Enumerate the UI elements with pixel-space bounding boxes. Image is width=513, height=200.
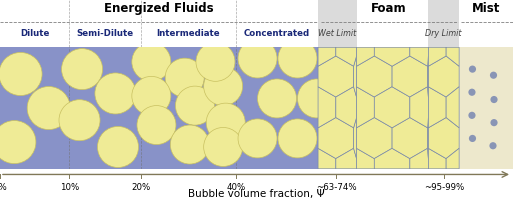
Ellipse shape: [132, 77, 171, 116]
Ellipse shape: [258, 0, 297, 39]
Bar: [428, 0, 459, 48]
Polygon shape: [357, 87, 374, 128]
Ellipse shape: [298, 80, 337, 118]
Polygon shape: [318, 118, 353, 159]
Ellipse shape: [238, 40, 277, 79]
Polygon shape: [428, 48, 446, 67]
Bar: [357, 48, 428, 169]
Polygon shape: [446, 149, 459, 169]
Text: Semi-Dilute: Semi-Dilute: [76, 29, 134, 38]
Ellipse shape: [468, 112, 476, 119]
Polygon shape: [428, 57, 459, 98]
Polygon shape: [410, 87, 428, 128]
Bar: [236, 48, 318, 169]
Ellipse shape: [0, 53, 42, 96]
Polygon shape: [374, 149, 410, 169]
Polygon shape: [318, 149, 336, 169]
Polygon shape: [374, 48, 410, 67]
Polygon shape: [374, 87, 410, 128]
Polygon shape: [318, 57, 353, 98]
Polygon shape: [353, 118, 357, 159]
Polygon shape: [336, 48, 357, 67]
Ellipse shape: [468, 89, 476, 96]
Polygon shape: [428, 87, 446, 128]
Ellipse shape: [469, 135, 476, 142]
Text: Dilute: Dilute: [20, 29, 49, 38]
Polygon shape: [357, 149, 374, 169]
Text: Foam: Foam: [371, 2, 406, 15]
Polygon shape: [428, 118, 459, 159]
Ellipse shape: [469, 66, 476, 73]
Polygon shape: [446, 87, 459, 128]
Text: Wet Limit: Wet Limit: [318, 29, 357, 38]
Ellipse shape: [170, 125, 209, 164]
Bar: [0, 48, 69, 169]
Bar: [428, 48, 459, 169]
Bar: [318, 48, 357, 169]
Ellipse shape: [175, 87, 214, 125]
Polygon shape: [336, 149, 357, 169]
Polygon shape: [410, 149, 428, 169]
Polygon shape: [392, 57, 428, 98]
Polygon shape: [410, 48, 428, 67]
Text: ~95-99%: ~95-99%: [424, 182, 464, 191]
Ellipse shape: [278, 40, 317, 79]
Text: Energized Fluids: Energized Fluids: [104, 2, 214, 15]
Bar: [459, 48, 513, 169]
Ellipse shape: [238, 119, 277, 158]
Polygon shape: [428, 149, 446, 169]
Polygon shape: [318, 48, 336, 67]
Ellipse shape: [206, 104, 245, 142]
Ellipse shape: [204, 67, 243, 106]
Polygon shape: [446, 48, 459, 67]
Text: ~63-74%: ~63-74%: [315, 182, 357, 191]
Ellipse shape: [258, 80, 297, 118]
Polygon shape: [353, 57, 357, 98]
Ellipse shape: [490, 72, 497, 79]
Polygon shape: [357, 118, 392, 159]
Polygon shape: [357, 57, 392, 98]
Ellipse shape: [298, 0, 337, 39]
Polygon shape: [392, 118, 428, 159]
Bar: [69, 48, 141, 169]
Ellipse shape: [278, 119, 317, 158]
Text: 20%: 20%: [131, 182, 151, 191]
Ellipse shape: [489, 142, 497, 150]
Polygon shape: [336, 87, 357, 128]
Text: 10%: 10%: [60, 182, 79, 191]
Ellipse shape: [95, 74, 136, 114]
Text: Bubble volume fraction, Ψ: Bubble volume fraction, Ψ: [188, 188, 325, 198]
Text: Mist: Mist: [472, 2, 500, 15]
Text: Concentrated: Concentrated: [244, 29, 310, 38]
Ellipse shape: [59, 100, 100, 141]
Text: Dry Limit: Dry Limit: [425, 29, 462, 38]
Ellipse shape: [490, 96, 498, 104]
Ellipse shape: [137, 106, 176, 145]
Text: 0%: 0%: [0, 182, 7, 191]
Ellipse shape: [204, 128, 243, 167]
Text: 40%: 40%: [226, 182, 246, 191]
Ellipse shape: [196, 43, 235, 82]
Ellipse shape: [0, 121, 36, 164]
Text: Intermediate: Intermediate: [156, 29, 221, 38]
Ellipse shape: [27, 87, 70, 130]
Bar: [318, 0, 357, 48]
Ellipse shape: [97, 127, 139, 168]
Ellipse shape: [165, 59, 204, 98]
Ellipse shape: [132, 43, 171, 82]
Polygon shape: [318, 87, 336, 128]
Ellipse shape: [490, 119, 498, 127]
Polygon shape: [357, 48, 374, 67]
Bar: [141, 48, 236, 169]
Ellipse shape: [62, 49, 103, 90]
